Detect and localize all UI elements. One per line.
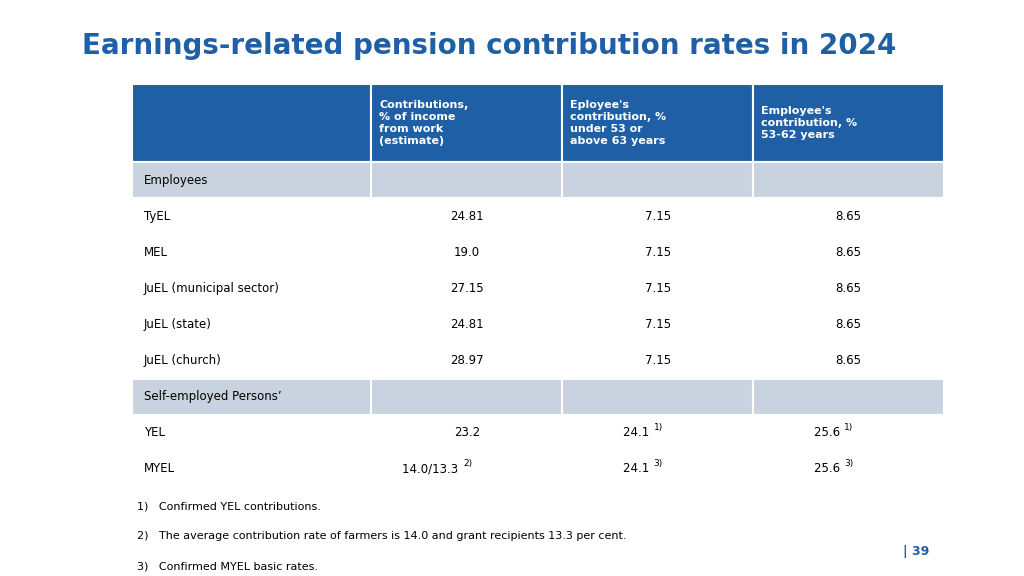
Text: 19.0: 19.0 (454, 246, 480, 259)
Bar (753, 84, 944, 162)
Text: 3)   Confirmed MYEL basic rates.: 3) Confirmed MYEL basic rates. (137, 561, 317, 571)
Bar (562, 306, 753, 343)
Bar (753, 198, 944, 234)
Bar (372, 450, 562, 487)
Bar (562, 198, 753, 234)
Text: 2)   The average contribution rate of farmers is 14.0 and grant recipients 13.3 : 2) The average contribution rate of farm… (137, 531, 627, 541)
Bar (753, 162, 944, 198)
Text: JuEL (state): JuEL (state) (143, 318, 212, 331)
Text: Employees: Employees (143, 174, 208, 187)
Text: Eployee's
contribution, %
under 53 or
above 63 years: Eployee's contribution, % under 53 or ab… (570, 100, 667, 146)
Text: MYEL: MYEL (143, 462, 175, 475)
Text: Earnings-related pension contribution rates in 2024: Earnings-related pension contribution ra… (82, 32, 896, 60)
Bar (562, 270, 753, 306)
Bar (132, 306, 372, 343)
Text: JuEL (church): JuEL (church) (143, 354, 221, 367)
Text: 3): 3) (845, 458, 854, 468)
Bar (753, 378, 944, 415)
Bar (372, 234, 562, 270)
Text: 7.15: 7.15 (644, 246, 671, 259)
Bar (753, 270, 944, 306)
Text: Contributions,
% of income
from work
(estimate): Contributions, % of income from work (es… (379, 100, 469, 146)
Text: 24.81: 24.81 (450, 210, 483, 223)
Bar (372, 306, 562, 343)
Text: 7.15: 7.15 (644, 354, 671, 367)
Bar (753, 450, 944, 487)
Bar (562, 343, 753, 378)
Bar (753, 306, 944, 343)
Text: 8.65: 8.65 (836, 246, 861, 259)
Bar (372, 378, 562, 415)
Text: 2): 2) (463, 458, 472, 468)
Text: 3): 3) (653, 458, 663, 468)
Text: 14.0/13.3: 14.0/13.3 (402, 462, 462, 475)
Bar (562, 450, 753, 487)
Text: 1)   Confirmed YEL contributions.: 1) Confirmed YEL contributions. (137, 501, 321, 511)
Bar (372, 162, 562, 198)
Text: 27.15: 27.15 (450, 282, 483, 295)
Text: Employee's
contribution, %
53-62 years: Employee's contribution, % 53-62 years (761, 106, 857, 140)
Text: 1): 1) (845, 423, 854, 432)
Bar (372, 270, 562, 306)
Text: TyEL: TyEL (143, 210, 170, 223)
Text: 28.97: 28.97 (450, 354, 483, 367)
Bar (372, 415, 562, 450)
Text: 7.15: 7.15 (644, 282, 671, 295)
Bar (132, 343, 372, 378)
Bar (562, 162, 753, 198)
Bar (372, 343, 562, 378)
Bar (132, 234, 372, 270)
Text: 8.65: 8.65 (836, 210, 861, 223)
Bar (372, 198, 562, 234)
Bar (132, 415, 372, 450)
Text: JuEL (municipal sector): JuEL (municipal sector) (143, 282, 280, 295)
Bar (372, 84, 562, 162)
Bar (562, 84, 753, 162)
Bar (132, 162, 372, 198)
Text: 25.6: 25.6 (813, 462, 844, 475)
Text: 7.15: 7.15 (644, 210, 671, 223)
Bar (753, 234, 944, 270)
Bar (132, 198, 372, 234)
Bar (132, 378, 372, 415)
Bar (132, 450, 372, 487)
Text: Self-employed Persons’: Self-employed Persons’ (143, 390, 282, 403)
Text: 8.65: 8.65 (836, 282, 861, 295)
Bar (753, 415, 944, 450)
Text: 23.2: 23.2 (454, 426, 480, 439)
Bar (562, 234, 753, 270)
Text: 8.65: 8.65 (836, 354, 861, 367)
Text: 24.1: 24.1 (623, 426, 652, 439)
Text: 25.6: 25.6 (813, 426, 844, 439)
Text: 1): 1) (653, 423, 663, 432)
Text: YEL: YEL (143, 426, 165, 439)
Text: 24.81: 24.81 (450, 318, 483, 331)
Bar (132, 270, 372, 306)
Bar (562, 378, 753, 415)
Bar (753, 343, 944, 378)
Bar (132, 84, 372, 162)
Text: | 39: | 39 (903, 544, 929, 558)
Text: 24.1: 24.1 (623, 462, 652, 475)
Bar (562, 415, 753, 450)
Text: 8.65: 8.65 (836, 318, 861, 331)
Text: 7.15: 7.15 (644, 318, 671, 331)
Text: MEL: MEL (143, 246, 168, 259)
